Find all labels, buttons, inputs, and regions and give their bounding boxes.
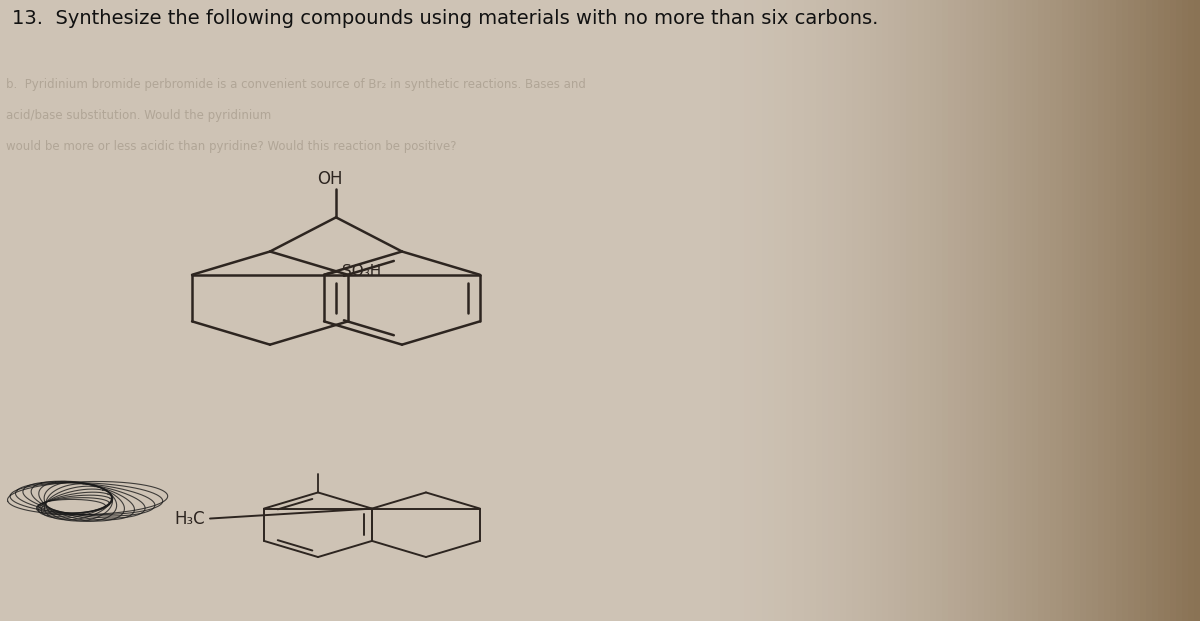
Text: b.  Pyridinium bromide perbromide is a convenient source of Br₂ in synthetic rea: b. Pyridinium bromide perbromide is a co… — [6, 78, 586, 91]
Text: acid/base substitution. Would the pyridinium: acid/base substitution. Would the pyridi… — [6, 109, 271, 122]
Text: 13.  Synthesize the following compounds using materials with no more than six ca: 13. Synthesize the following compounds u… — [12, 9, 878, 29]
Text: would be more or less acidic than pyridine? Would this reaction be positive?: would be more or less acidic than pyridi… — [6, 140, 456, 153]
Text: OH: OH — [317, 170, 343, 188]
Text: SO₃H: SO₃H — [342, 264, 382, 279]
Text: H₃C: H₃C — [174, 510, 205, 527]
